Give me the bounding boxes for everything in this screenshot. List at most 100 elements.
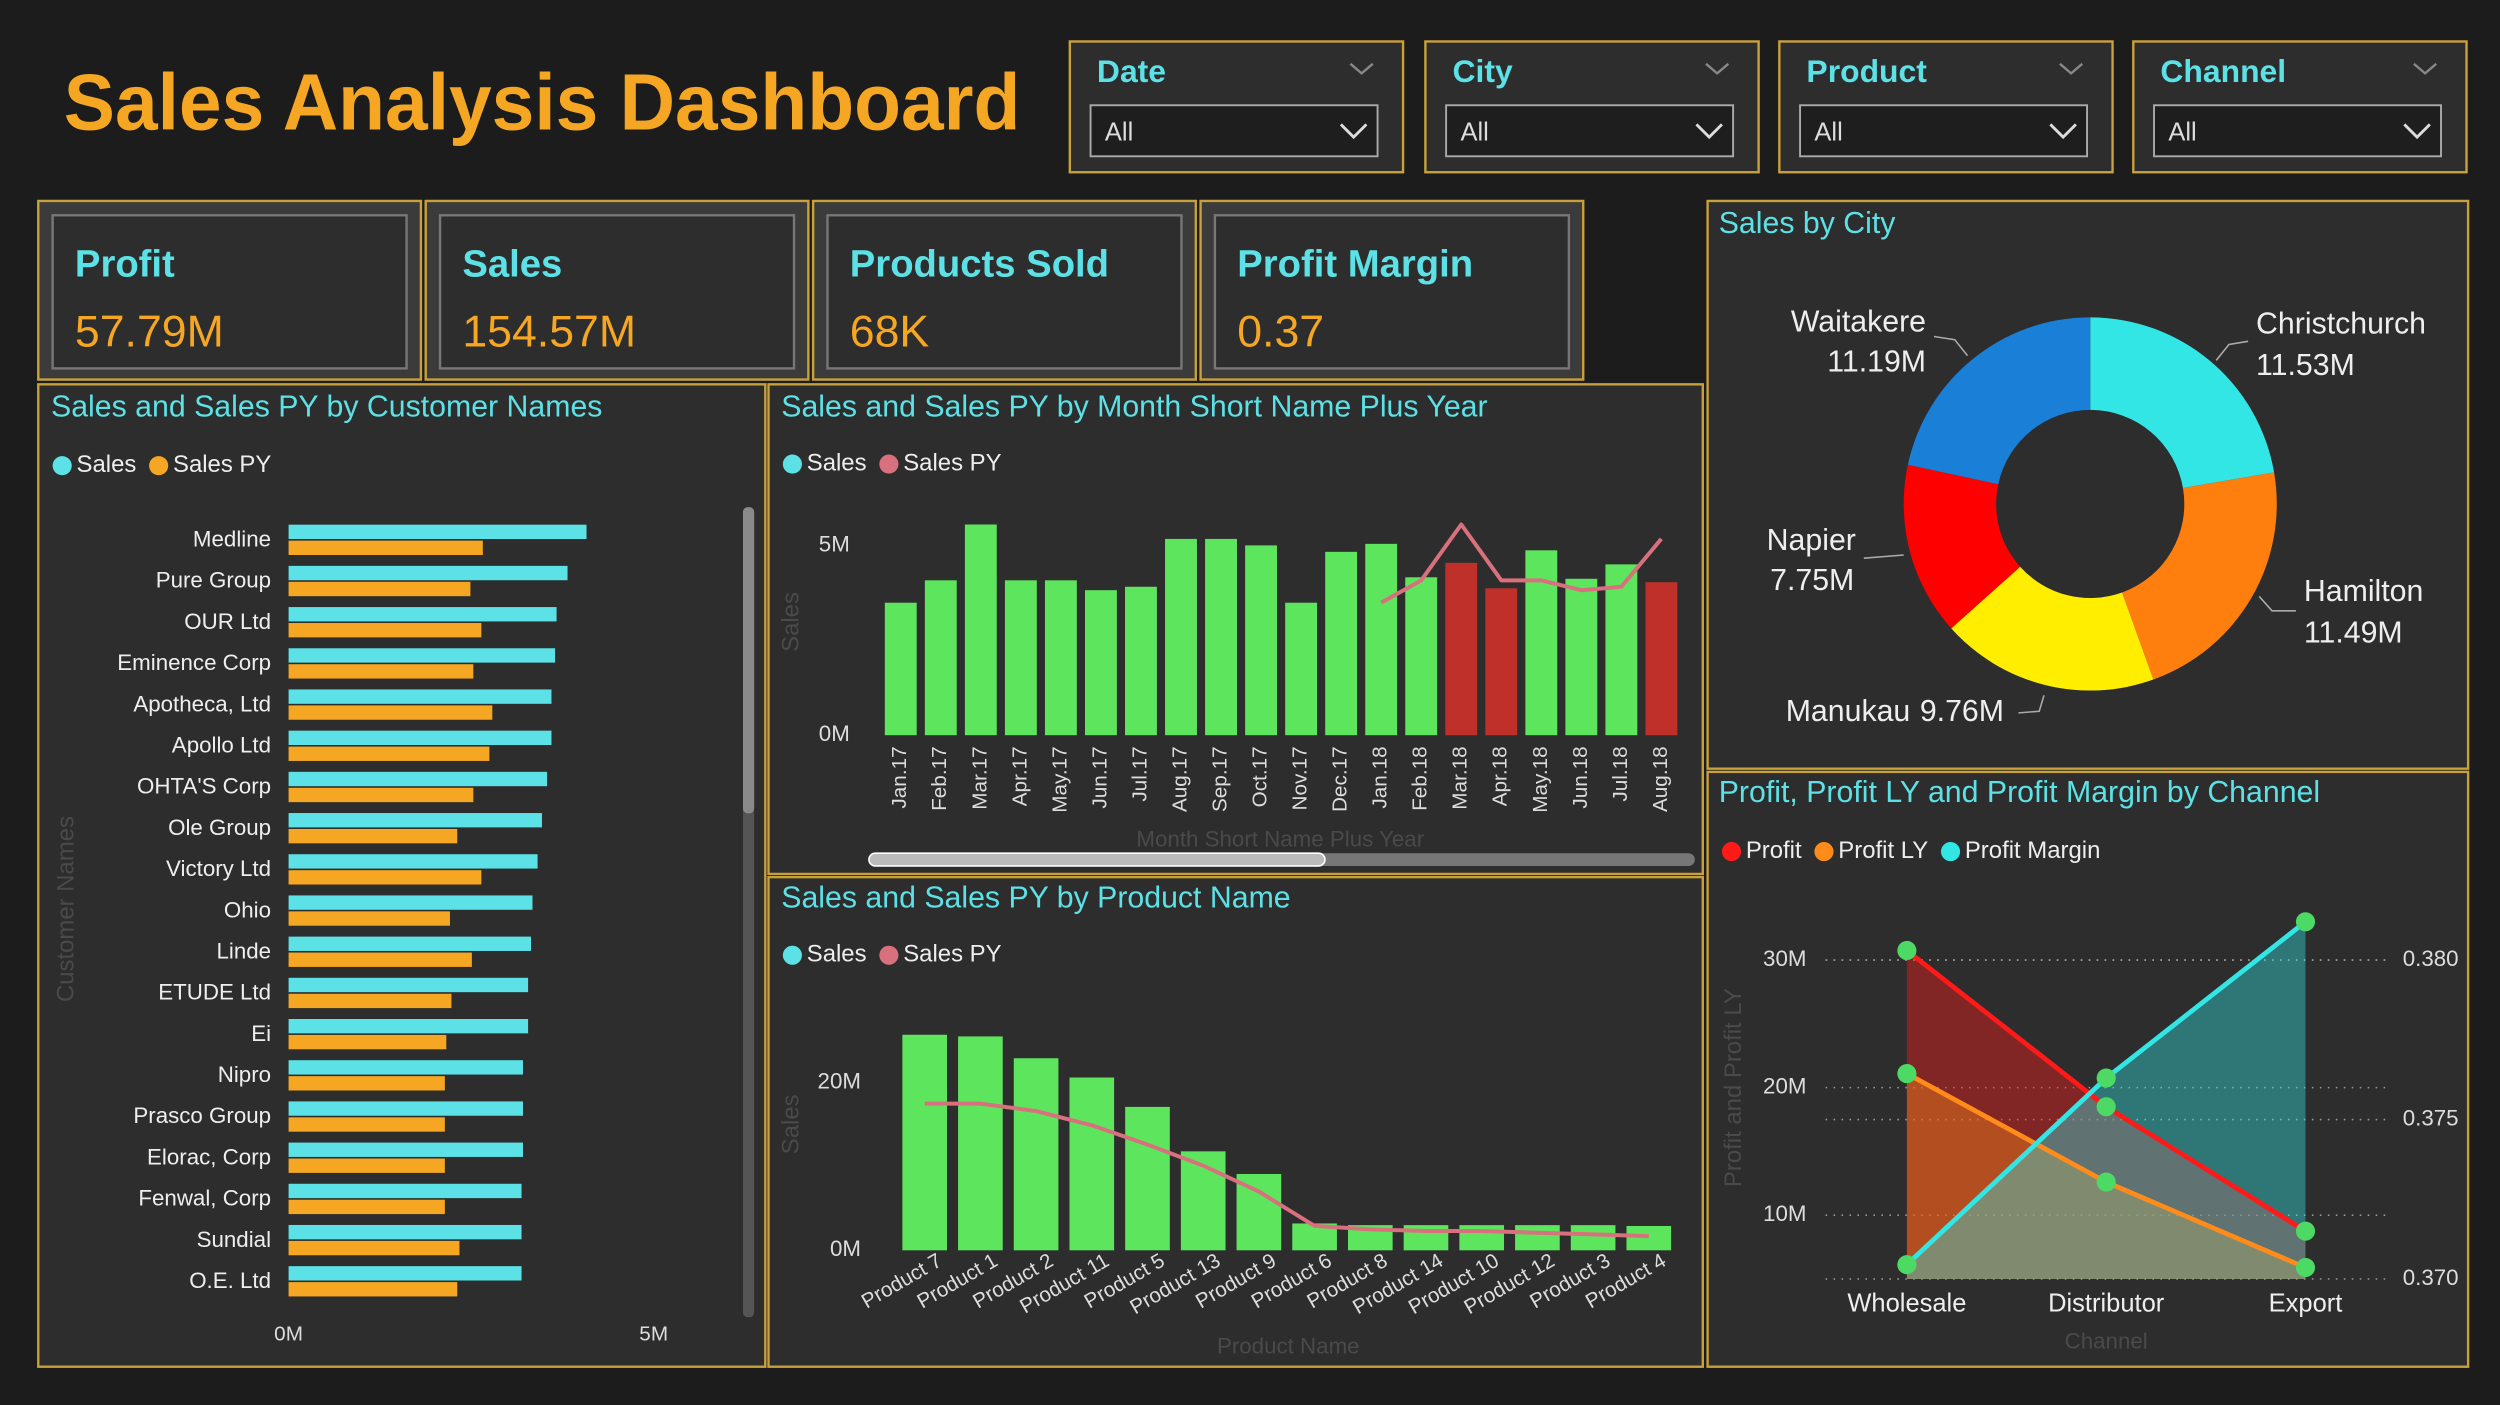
slice-name: Napier <box>1767 524 1856 557</box>
y-tick-label: Prasco Group <box>133 1103 271 1128</box>
bar <box>1565 578 1598 736</box>
y-tick-label: Sundial <box>197 1227 271 1252</box>
legend-label: Profit <box>1746 837 1802 864</box>
legend-label: Sales PY <box>903 941 1001 968</box>
bar <box>288 1101 523 1116</box>
dropdown-chevron[interactable] <box>1339 123 1368 140</box>
bar <box>288 828 458 844</box>
chart-title: Sales by City <box>1719 207 1897 240</box>
dropdown-chevron[interactable] <box>2049 123 2077 140</box>
kpi-value: 57.79M <box>75 308 224 357</box>
marker <box>1897 1064 1917 1084</box>
legend-label: Sales <box>807 449 867 476</box>
y-tick-label: Fenwal, Corp <box>138 1186 271 1211</box>
legend-swatch <box>149 456 169 476</box>
chart-panel <box>1706 770 2470 1368</box>
x-tick-label: Feb.18 <box>1409 746 1432 811</box>
x-tick-label: Aug.18 <box>1649 746 1672 812</box>
scrollbar-thumb[interactable] <box>742 507 755 814</box>
slice-value: 11.49M <box>2304 617 2403 650</box>
bar <box>288 895 533 910</box>
slicer-chevron <box>1349 62 1374 75</box>
kpi-value: 0.37 <box>1237 308 1324 357</box>
bar <box>288 623 482 638</box>
marker <box>2295 912 2316 932</box>
bar <box>1205 538 1237 736</box>
bar <box>288 1240 460 1256</box>
dropdown[interactable] <box>2153 104 2442 158</box>
x-tick-label: Wholesale <box>1847 1289 1966 1317</box>
bar <box>1325 551 1358 736</box>
bar <box>1004 580 1037 736</box>
legend-swatch <box>52 456 72 476</box>
bar <box>288 1282 458 1297</box>
bar <box>1084 590 1117 736</box>
slice-value: 11.19M <box>1827 346 1926 379</box>
y-tick-label: OUR Ltd <box>184 609 271 634</box>
dropdown-chevron[interactable] <box>2403 123 2431 140</box>
slicer-label: Channel <box>2160 53 2286 89</box>
dropdown-value[interactable]: All <box>1814 119 1842 147</box>
y-tick-label: Ei <box>251 1021 271 1046</box>
bar <box>288 1018 529 1034</box>
dropdown-value[interactable]: All <box>1105 119 1133 147</box>
dropdown-chevron[interactable] <box>1695 123 1723 140</box>
legend-swatch <box>1814 842 1834 862</box>
chart-title: Sales and Sales PY by Customer Names <box>51 390 602 423</box>
legend-swatch <box>782 945 802 965</box>
slicer-chevron <box>2413 62 2438 75</box>
marker <box>2096 1172 2116 1192</box>
bar <box>1570 1225 1616 1251</box>
bar <box>288 540 483 555</box>
bar <box>902 1034 948 1251</box>
bar <box>288 1117 445 1132</box>
kpi-inner <box>438 214 796 370</box>
y-tick-label: Linde <box>216 938 271 963</box>
kpi-inner <box>1213 214 1571 370</box>
x-tick-label: Dec.17 <box>1329 746 1352 812</box>
line <box>924 1101 1649 1239</box>
slicer-label: Product <box>1806 53 1927 89</box>
slice-value: 7.75M <box>1770 564 1854 597</box>
x-tick-label: Nov.17 <box>1289 746 1312 810</box>
dropdown[interactable] <box>1089 104 1379 158</box>
chart-title: Sales and Sales PY by Month Short Name P… <box>781 390 1487 423</box>
bar <box>1445 562 1478 736</box>
dropdown-value[interactable]: All <box>2168 119 2196 147</box>
x-axis-title: Month Short Name Plus Year <box>1136 826 1424 851</box>
x-tick-label: Sep.17 <box>1209 746 1232 812</box>
y-tick-label: Eminence Corp <box>117 650 271 675</box>
x-tick-label: Jul.17 <box>1128 746 1151 801</box>
slicer-chevron <box>1705 62 1730 75</box>
legend-swatch <box>782 454 802 474</box>
marker <box>2295 1257 2316 1278</box>
y-axis-title: Sales <box>778 592 805 652</box>
x-tick-label: Jun.18 <box>1569 746 1592 808</box>
y-tick-label: Pure Group <box>156 568 271 593</box>
slice-name: Hamilton <box>2304 575 2423 608</box>
y-tick-label: Victory Ltd <box>166 856 271 881</box>
x-tick-label: Mar.17 <box>968 746 991 809</box>
slicer-label: Date <box>1097 53 1166 89</box>
dropdown-value[interactable]: All <box>1460 119 1488 147</box>
bar <box>1125 586 1157 736</box>
x-tick-label: Mar.18 <box>1449 746 1472 809</box>
donut-slice <box>2122 472 2277 680</box>
bar <box>288 952 472 967</box>
leader-line <box>1863 554 1904 559</box>
scrollbar-thumb[interactable] <box>868 852 1326 867</box>
bar <box>288 813 542 828</box>
bar <box>288 664 474 679</box>
bar <box>288 689 552 704</box>
bar <box>288 1060 523 1075</box>
bar <box>288 607 557 622</box>
bar <box>924 580 957 736</box>
bar <box>1645 582 1678 736</box>
dropdown[interactable] <box>1799 104 2089 158</box>
bar <box>288 746 490 761</box>
bar <box>288 1266 522 1281</box>
dropdown[interactable] <box>1445 104 1735 158</box>
kpi-label: Products Sold <box>850 242 1109 285</box>
marker <box>2096 1068 2116 1088</box>
x-tick-label: Apr.18 <box>1489 746 1512 806</box>
